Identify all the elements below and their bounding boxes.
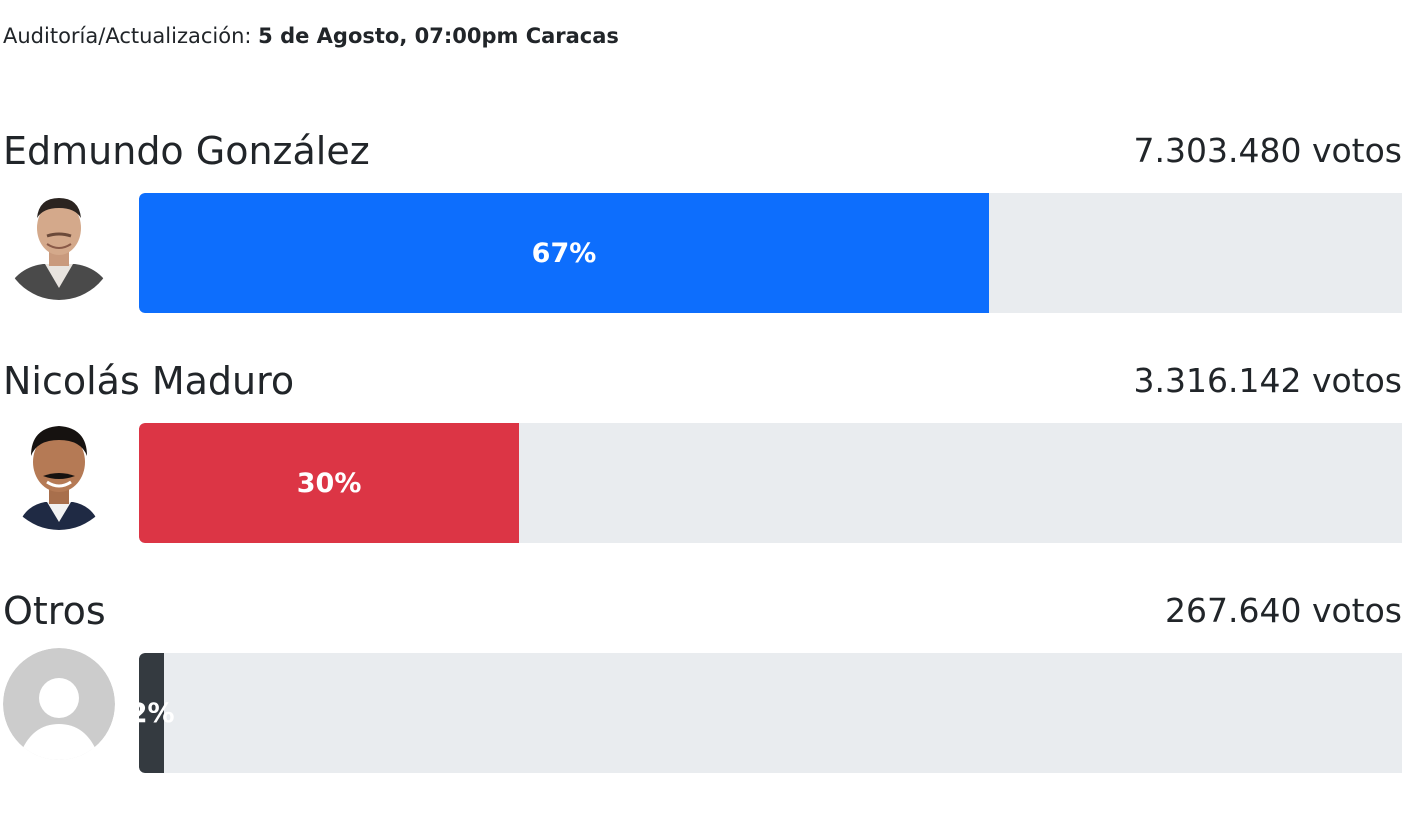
vote-percentage: 67% <box>531 237 597 269</box>
update-label: Auditoría/Actualización: <box>3 24 252 48</box>
placeholder-user-icon <box>3 648 115 760</box>
candidate-name: Edmundo González <box>3 129 370 173</box>
vote-percentage: 2% <box>139 697 175 729</box>
vote-progress-track: 2% <box>139 653 1402 773</box>
candidate-avatar-photo <box>3 188 115 300</box>
vote-progress-bar: 2% <box>139 653 175 773</box>
vote-progress-bar: 30% <box>139 423 520 543</box>
update-timestamp: Auditoría/Actualización: 5 de Agosto, 07… <box>3 22 619 50</box>
vote-percentage: 30% <box>296 467 362 499</box>
candidate-votes: 7.303.480 votos <box>1133 131 1402 170</box>
candidate-row-nicolas-maduro: Nicolás Maduro 3.316.142 votos 30% <box>0 358 1402 543</box>
candidate-votes: 3.316.142 votos <box>1133 361 1402 400</box>
candidate-votes: 267.640 votos <box>1165 591 1402 630</box>
candidate-row-edmundo-gonzalez: Edmundo González 7.303.480 votos 67% <box>0 128 1402 313</box>
candidate-name: Otros <box>3 589 106 633</box>
update-value: 5 de Agosto, 07:00pm Caracas <box>258 24 619 48</box>
candidate-row-otros: Otros 267.640 votos 2% <box>0 588 1402 773</box>
vote-progress-bar: 67% <box>139 193 989 313</box>
vote-progress-track: 67% <box>139 193 1402 313</box>
candidate-avatar-photo <box>3 418 115 530</box>
candidate-name: Nicolás Maduro <box>3 359 295 403</box>
vote-progress-track: 30% <box>139 423 1402 543</box>
